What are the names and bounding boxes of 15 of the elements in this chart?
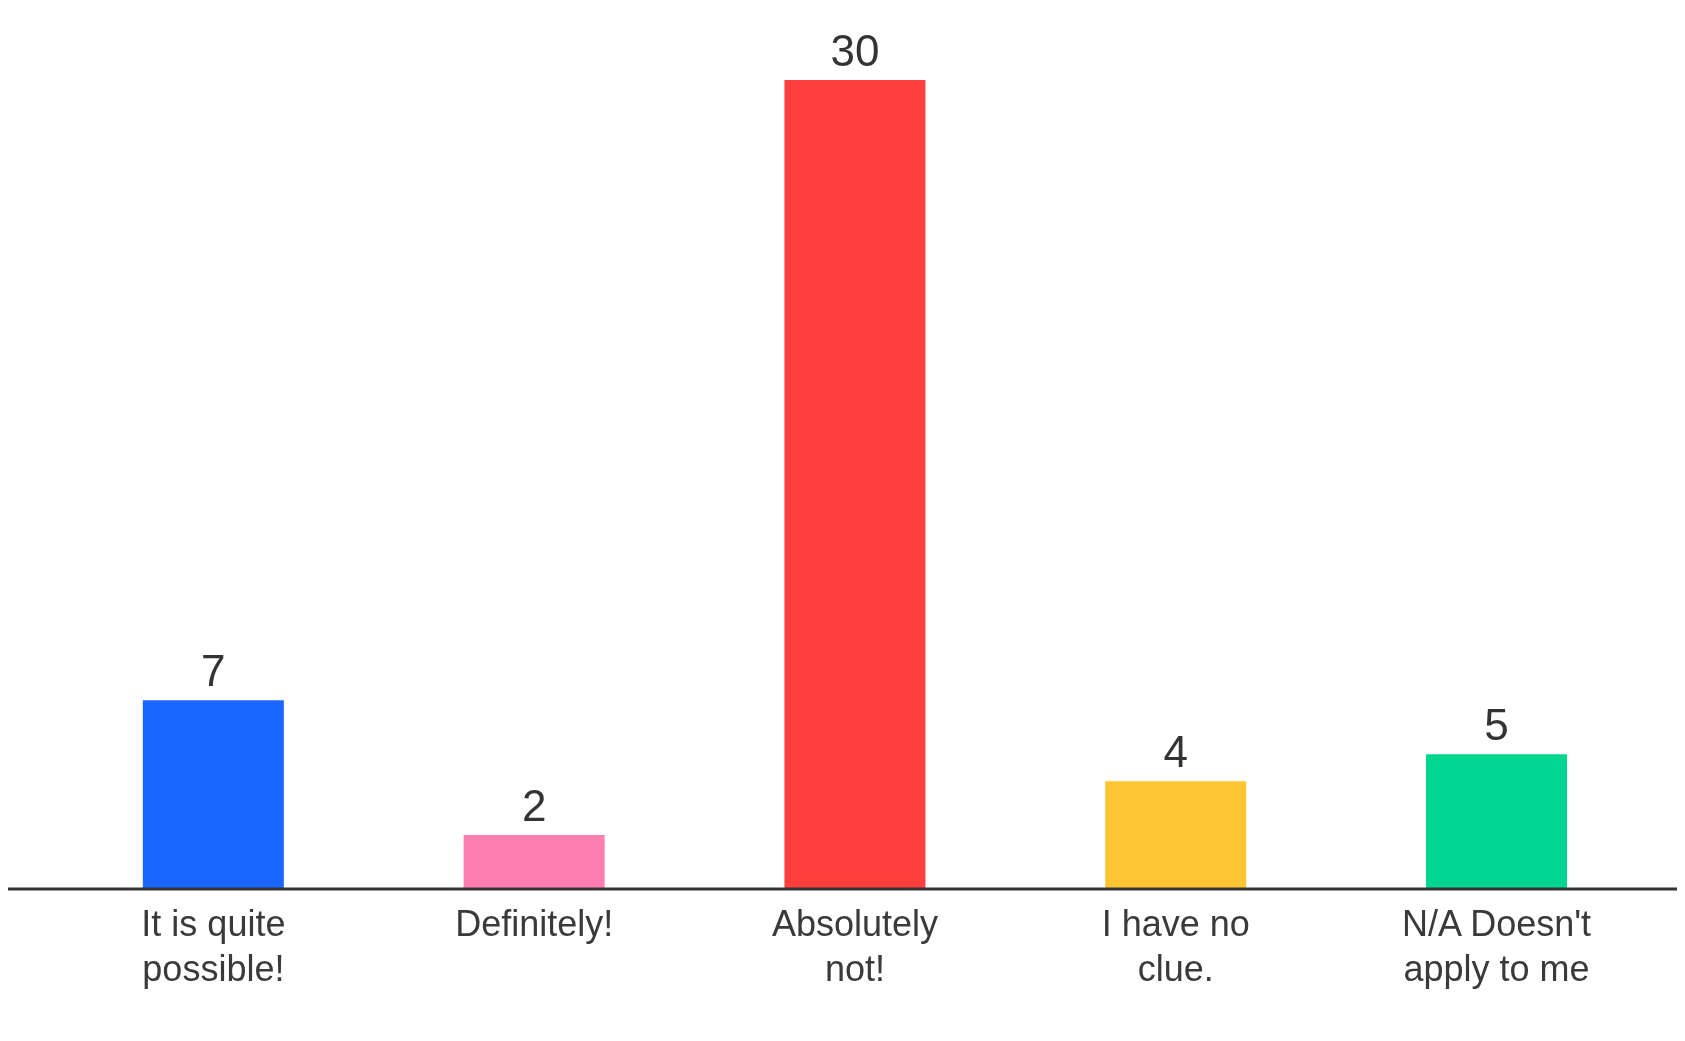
data-label: 5 (1484, 700, 1509, 750)
x-tick-label: Definitely! (455, 902, 614, 944)
data-label: 2 (521, 781, 547, 831)
bar (784, 80, 926, 889)
x-tick-label: It is quite possible! (141, 902, 286, 989)
x-tick-label: Absolutely not! (771, 902, 939, 989)
x-tick-label: I have no clue. (1101, 902, 1250, 989)
data-label: 7 (201, 646, 226, 696)
data-label: 4 (1163, 727, 1188, 777)
bar (142, 700, 284, 889)
bar (1426, 754, 1568, 889)
x-tick-label: N/A Doesn't apply to me (1402, 902, 1592, 989)
data-label: 30 (830, 26, 880, 75)
bar (463, 835, 605, 889)
bar (1105, 781, 1247, 889)
